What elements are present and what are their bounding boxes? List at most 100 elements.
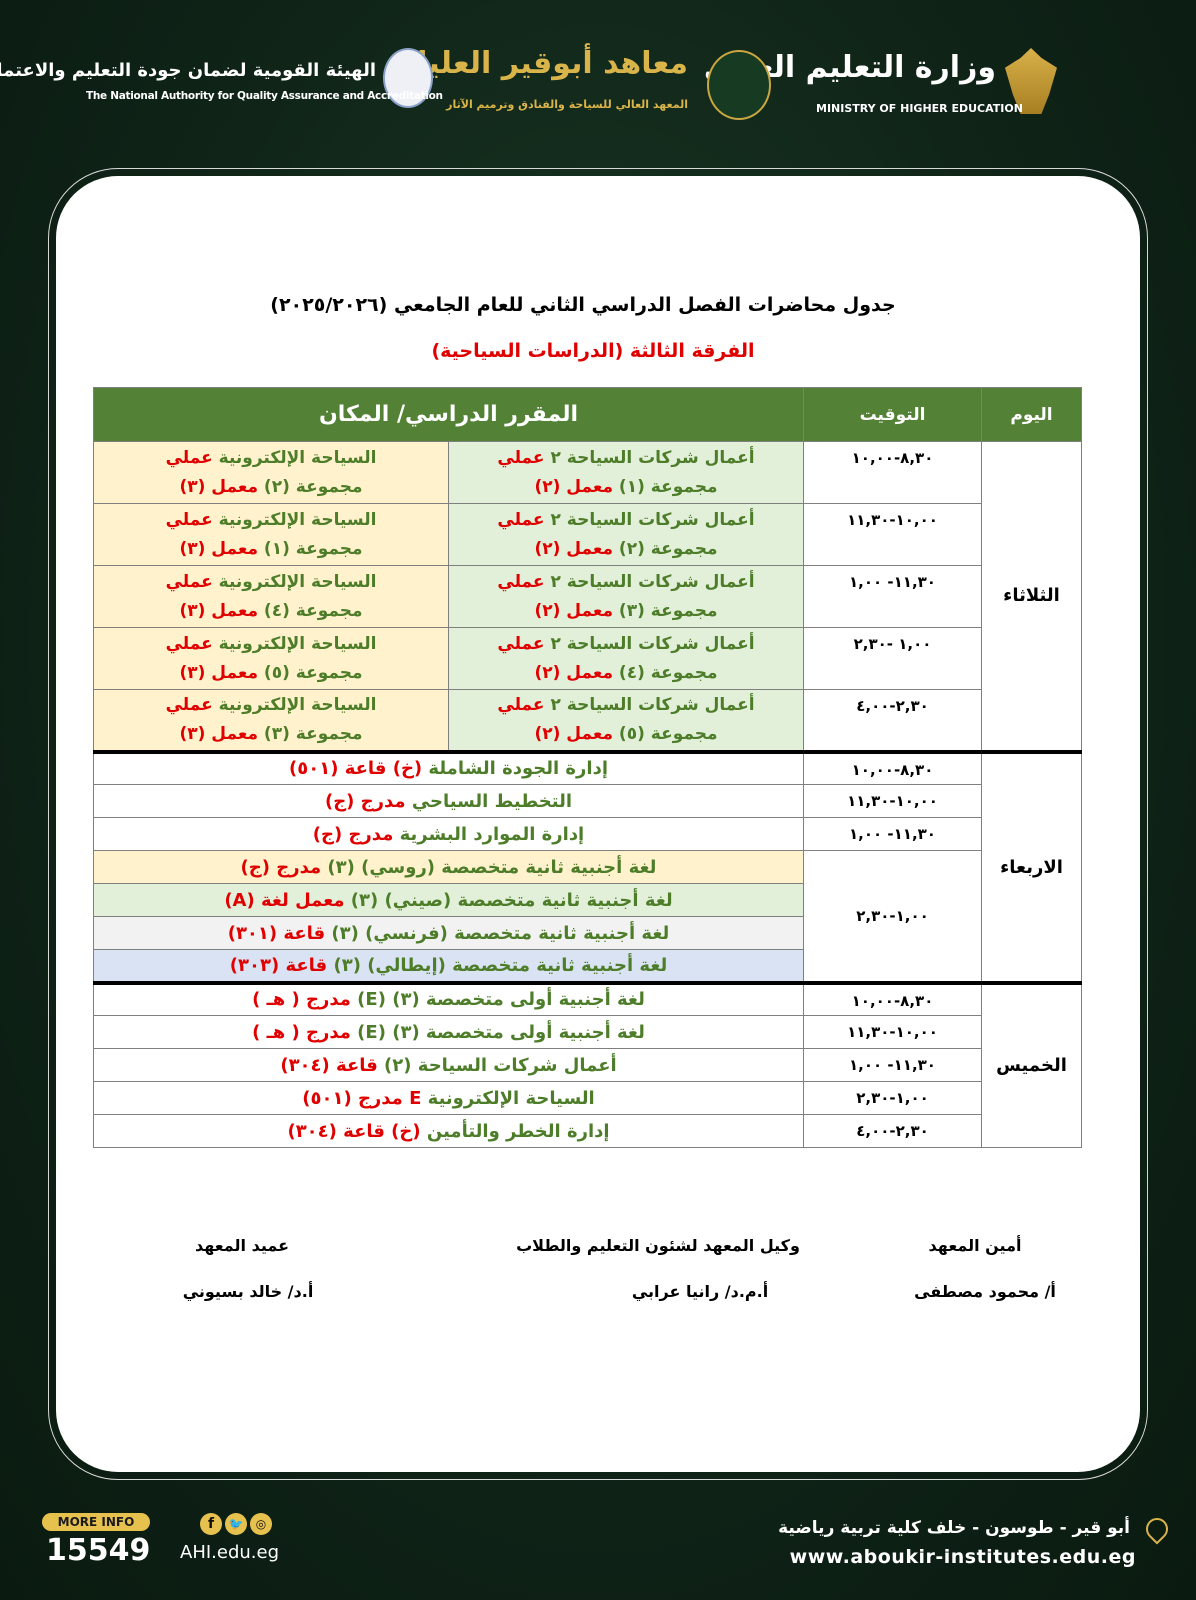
cell-text-segment: قاعة (٣٠٣) xyxy=(229,954,328,976)
cell-text-segment: (خ) قاعة (٥٠١) xyxy=(289,758,423,780)
time-text: ١١,٣٠-١٠,٠٠ xyxy=(847,511,938,529)
table-row: ١,٠٠ -١١,٣٠ أعمال شركات السياحة (٢) قاعة … xyxy=(93,1048,1082,1082)
time-text: ١,٠٠ -١١,٣٠ xyxy=(849,825,936,843)
cell-text-segment: أعمال شركات السياحة (٢) xyxy=(377,1054,617,1076)
course-cell: لغة أجنبية ثانية متخصصة (روسي) (٣) مدرج … xyxy=(93,850,804,884)
course-cell: لغة أجنبية ثانية متخصصة (صيني) (٣) معمل … xyxy=(93,883,804,917)
cell-text-segment: مدرج ( هـ ) xyxy=(252,989,351,1011)
cell-text-segment: مجموعة (٢) xyxy=(613,538,718,559)
course-cell: إدارة الخطر والتأمين (خ) قاعة (٣٠٤) xyxy=(93,1114,804,1148)
cell-text-segment: مدرج ( هـ ) xyxy=(252,1021,351,1043)
course-cell: التخطيط السياحي مدرج (ج) xyxy=(93,784,804,818)
cell-text-segment: عملي xyxy=(497,694,545,715)
time-text: ١٠,٠٠-٨,٣٠ xyxy=(851,760,934,779)
table-row: ٢,٣٠- ١,٠٠ أعمال شركات السياحة ٢ عملي مجمو… xyxy=(93,627,1082,690)
cell-text-segment: عملي xyxy=(497,447,545,468)
cell-text-segment: معمل (٢) xyxy=(534,476,613,497)
signature-role: وكيل المعهد لشئون التعليم والطلاب xyxy=(516,1236,800,1255)
time-text: ١,٠٠ -١١,٣٠ xyxy=(849,1056,936,1074)
day-cell: الخميس xyxy=(981,980,1082,1148)
cell-text-segment: عملي xyxy=(165,509,213,530)
cell-text-segment: معمل (٣) xyxy=(179,476,258,497)
cell-text-segment: معمل لغة (A) xyxy=(224,889,345,911)
time-cell: ١,٠٠ -١١,٣٠ xyxy=(803,817,982,851)
cell-text-segment: (خ) قاعة (٣٠٤) xyxy=(287,1120,421,1142)
table-row: الاربعاء ١٠,٠٠-٨,٣٠ إدارة الجودة الشاملة (… xyxy=(93,749,1082,983)
location-pin-icon xyxy=(1141,1513,1173,1545)
table-row: الثلاثاء ١٠,٠٠-٨,٣٠ أعمال شركات السياحة ٢ … xyxy=(93,441,1082,752)
website[interactable]: www.aboukir-institutes.edu.eg xyxy=(789,1546,1136,1568)
cell-text-segment: قاعة (٣٠١) xyxy=(227,922,326,944)
site-short[interactable]: AHI.edu.eg xyxy=(180,1542,280,1563)
time-text: ١١,٣٠-١٠,٠٠ xyxy=(847,1023,938,1041)
cell-text-segment: مجموعة (٥) xyxy=(258,662,363,683)
course-cell: السياحة الإلكترونية عملي مجموعة (٢) معمل … xyxy=(93,441,449,504)
twitter-icon[interactable]: 🐦 xyxy=(225,1513,247,1535)
cell-text-segment: لغة أجنبية ثانية متخصصة (روسي) (٣) xyxy=(321,856,657,878)
signature-name: أ/ محمود مصطفى xyxy=(914,1282,1056,1301)
naqaae-name-en: The National Authority for Quality Assur… xyxy=(86,90,443,102)
time-cell: ٤,٠٠-٢,٣٠ xyxy=(803,689,982,752)
table-row: لغة أجنبية ثانية متخصصة (فرنسي) (٣) قاعة… xyxy=(93,916,1082,950)
schedule-title: جدول محاضرات الفصل الدراسي الثاني للعام … xyxy=(270,294,896,316)
course-cell: أعمال شركات السياحة (٢) قاعة (٣٠٤) xyxy=(93,1048,804,1082)
course-cell: لغة أجنبية أولى متخصصة (٣) (E) مدرج ( هـ… xyxy=(93,1015,804,1049)
table-row: ١١,٣٠-١٠,٠٠ أعمال شركات السياحة ٢ عملي مجم… xyxy=(93,503,1082,566)
cell-text-segment: التخطيط السياحي xyxy=(405,790,573,812)
cell-text-segment: مجموعة (٢) xyxy=(258,476,363,497)
cell-text-segment: عملي xyxy=(497,633,545,654)
institute-subtitle: المعهد العالي للسياحة والفنادق وترميم ال… xyxy=(446,98,688,111)
course-cell: السياحة الإلكترونية عملي مجموعة (٥) معمل … xyxy=(93,627,449,690)
cell-text-segment: السياحة الإلكترونية xyxy=(212,571,377,592)
cell-text-segment: السياحة الإلكترونية xyxy=(212,694,377,715)
course-cell: أعمال شركات السياحة ٢ عملي مجموعة (١) معم… xyxy=(448,441,804,504)
ministry-name-en: MINISTRY OF HIGHER EDUCATION xyxy=(816,102,1023,115)
cell-text-segment: أعمال شركات السياحة ٢ xyxy=(544,694,755,715)
cell-text-segment: أعمال شركات السياحة ٢ xyxy=(544,633,755,654)
cell-text-segment: معمل (٢) xyxy=(534,538,613,559)
course-cell: السياحة الإلكترونية عملي مجموعة (٣) معمل … xyxy=(93,689,449,752)
table-row: لغة أجنبية ثانية متخصصة (إيطالي) (٣) قاع… xyxy=(93,949,1082,983)
course-cell: أعمال شركات السياحة ٢ عملي مجموعة (٥) معم… xyxy=(448,689,804,752)
time-text: ٢,٣٠-١,٠٠ xyxy=(856,906,929,925)
cell-text-segment: لغة أجنبية أولى متخصصة (٣) (E) xyxy=(350,1021,645,1043)
more-info-badge: MORE INFO xyxy=(42,1513,150,1531)
time-cell: ١١,٣٠-١٠,٠٠ xyxy=(803,503,982,566)
table-row: لغة أجنبية ثانية متخصصة (صيني) (٣) معمل … xyxy=(93,883,1082,917)
cell-text-segment: مدرج (ج) xyxy=(240,856,322,878)
social-icons: f 🐦 ◎ xyxy=(200,1513,272,1535)
address: أبو قير - طوسون - خلف كلية تربية رياضية xyxy=(778,1518,1130,1538)
time-cell: ٢,٣٠-١,٠٠ xyxy=(803,850,982,983)
time-cell: ١٠,٠٠-٨,٣٠ xyxy=(803,980,982,1016)
cell-text-segment: لغة أجنبية ثانية متخصصة (إيطالي) (٣) xyxy=(327,954,668,976)
cell-text-segment: مجموعة (٤) xyxy=(613,662,718,683)
time-cell: ١١,٣٠-١٠,٠٠ xyxy=(803,1015,982,1049)
cell-text-segment: لغة أجنبية ثانية متخصصة (صيني) (٣) xyxy=(344,889,673,911)
cell-text-segment: معمل (٢) xyxy=(534,600,613,621)
cell-text-segment: إدارة الجودة الشاملة xyxy=(422,758,608,780)
time-text: ١,٠٠ -١١,٣٠ xyxy=(849,573,936,591)
header-day: اليوم xyxy=(981,387,1082,442)
facebook-icon[interactable]: f xyxy=(200,1513,222,1535)
table-row: ١١,٣٠-١٠,٠٠ لغة أجنبية أولى متخصصة (٣) (E… xyxy=(93,1015,1082,1049)
cell-text-segment: عملي xyxy=(165,633,213,654)
cell-text-segment: إدارة الموارد البشرية xyxy=(393,823,585,845)
naqaae-logo xyxy=(383,48,433,108)
day-cell: الثلاثاء xyxy=(981,441,1082,752)
cell-text-segment: معمل (٢) xyxy=(534,662,613,683)
schedule-subtitle: الفرقة الثالثة (الدراسات السياحية) xyxy=(431,340,755,362)
time-cell: ١١,٣٠-١٠,٠٠ xyxy=(803,784,982,818)
day-cell: الاربعاء xyxy=(981,749,1082,983)
time-text: ١١,٣٠-١٠,٠٠ xyxy=(847,792,938,810)
table-row: ٤,٠٠-٢,٣٠ إدارة الخطر والتأمين (خ) قاعة (… xyxy=(93,1114,1082,1148)
signature-name: أ.م.د/ رانيا عرابي xyxy=(631,1282,769,1301)
table-row: ١١,٣٠-١٠,٠٠ التخطيط السياحي مدرج (ج) xyxy=(93,784,1082,818)
signature-role: أمين المعهد xyxy=(928,1236,1022,1255)
header-time: التوقيت xyxy=(803,387,982,442)
cell-text-segment: السياحة الإلكترونية xyxy=(212,509,377,530)
cell-text-segment: مجموعة (١) xyxy=(258,538,363,559)
instagram-icon[interactable]: ◎ xyxy=(250,1513,272,1535)
time-text: ١٠,٠٠-٨,٣٠ xyxy=(851,449,934,467)
cell-text-segment: مجموعة (٤) xyxy=(258,600,363,621)
cell-text-segment: مدرج (ج) xyxy=(324,790,406,812)
